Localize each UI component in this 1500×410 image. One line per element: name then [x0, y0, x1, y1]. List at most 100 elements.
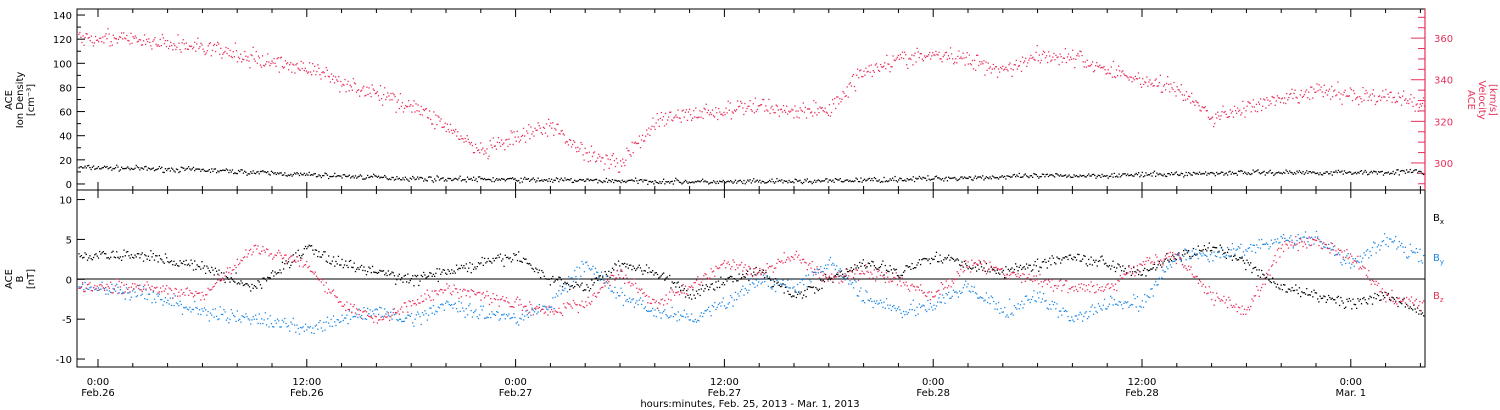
velocity-point	[368, 87, 370, 89]
velocity-point	[1354, 98, 1357, 100]
velocity-point	[185, 42, 187, 44]
bx-point	[915, 267, 917, 269]
velocity-point	[1008, 64, 1010, 66]
by-point	[284, 317, 286, 320]
by-point	[175, 302, 178, 304]
velocity-point	[1319, 89, 1321, 91]
bx-point	[462, 267, 464, 269]
velocity-point	[1340, 93, 1342, 95]
by-point	[341, 314, 343, 316]
by-point	[861, 300, 863, 302]
density-series	[78, 164, 1425, 185]
velocity-point	[350, 86, 352, 88]
bx-point	[630, 264, 632, 266]
time-tick-label: 0:00	[1340, 377, 1362, 388]
velocity-point	[559, 133, 561, 135]
density-point	[997, 178, 1000, 180]
bx-point	[1140, 274, 1142, 276]
by-point	[1153, 284, 1156, 286]
bx-point	[376, 272, 379, 274]
density-point	[1401, 170, 1403, 172]
bx-point	[220, 272, 223, 274]
bx-point	[586, 284, 588, 286]
velocity-point	[1338, 91, 1340, 93]
by-point	[571, 277, 573, 279]
by-point	[328, 322, 330, 324]
density-point	[285, 174, 287, 177]
density-point	[248, 173, 251, 175]
velocity-point	[314, 65, 316, 67]
bz-point	[183, 291, 185, 294]
bx-point	[773, 281, 776, 283]
by-point	[408, 314, 410, 317]
bx-point	[347, 266, 349, 269]
by-point	[1229, 256, 1231, 258]
density-axis-label-line2: Ion Density	[15, 72, 26, 129]
bx-point	[1285, 291, 1287, 293]
by-point	[792, 287, 794, 289]
velocity-point	[1404, 99, 1406, 101]
bx-point	[782, 283, 784, 285]
velocity-point	[1012, 69, 1014, 71]
by-point	[542, 305, 544, 308]
bx-point	[881, 263, 883, 266]
density-point	[896, 181, 899, 183]
density-point	[201, 168, 203, 171]
density-point	[1116, 175, 1118, 177]
density-point	[527, 178, 530, 180]
bx-point	[133, 257, 135, 259]
by-point	[921, 305, 923, 307]
by-point	[346, 314, 348, 316]
bx-point	[1269, 281, 1271, 283]
density-point	[614, 179, 616, 181]
density-point	[314, 172, 316, 175]
velocity-point	[831, 99, 834, 101]
by-point	[425, 312, 427, 315]
bx-point	[494, 257, 497, 260]
by-point	[397, 319, 399, 322]
by-point	[812, 274, 815, 276]
density-point	[661, 180, 664, 183]
bx-point	[995, 272, 997, 275]
density-point	[787, 182, 789, 184]
by-point	[761, 281, 763, 283]
bx-point	[516, 259, 519, 262]
density-point	[876, 180, 878, 182]
bx-point	[245, 283, 247, 285]
bz-point	[99, 284, 101, 286]
bz-point	[161, 290, 163, 293]
density-point	[1241, 170, 1243, 172]
bx-point	[909, 266, 911, 268]
bx-point	[1415, 311, 1418, 313]
velocity-point	[986, 69, 988, 71]
density-point	[750, 182, 752, 184]
density-point	[588, 179, 590, 182]
by-point	[843, 277, 845, 279]
by-point	[1166, 266, 1168, 268]
by-point	[110, 291, 112, 294]
density-point	[633, 180, 636, 182]
bx-point	[349, 259, 352, 262]
bx-point	[1005, 266, 1007, 268]
bx-point	[97, 257, 100, 259]
density-point	[709, 182, 711, 184]
velocity-point	[1352, 90, 1355, 92]
bx-point	[415, 275, 418, 278]
by-point	[455, 308, 458, 310]
bz-point	[225, 271, 228, 273]
bz-point	[114, 285, 117, 287]
bx-point	[700, 288, 703, 290]
bx-point	[712, 288, 715, 290]
bz-point	[142, 288, 145, 290]
by-point	[103, 287, 106, 290]
velocity-point	[924, 56, 927, 59]
by-point	[120, 292, 123, 295]
by-point	[230, 308, 232, 311]
bx-point	[701, 284, 704, 286]
velocity-point	[280, 56, 282, 58]
bx-point	[889, 265, 891, 267]
density-point	[1012, 174, 1014, 176]
velocity-point	[421, 114, 423, 116]
bx-point	[1056, 256, 1058, 258]
velocity-point	[1422, 97, 1425, 99]
